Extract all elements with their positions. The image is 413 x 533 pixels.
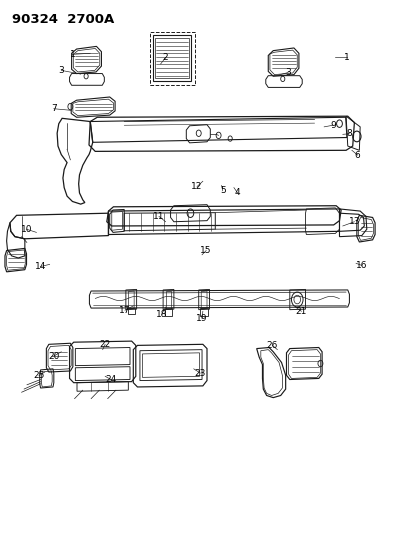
Text: 4: 4 <box>234 189 240 197</box>
Text: 6: 6 <box>354 151 360 159</box>
Text: 3: 3 <box>58 66 64 75</box>
Text: 15: 15 <box>200 246 211 255</box>
Text: 22: 22 <box>99 340 111 349</box>
Bar <box>150 32 194 85</box>
Text: 24: 24 <box>105 375 116 384</box>
Text: 18: 18 <box>155 310 167 319</box>
Text: 25: 25 <box>33 372 45 380</box>
Text: 7: 7 <box>51 104 57 113</box>
Text: 23: 23 <box>194 369 206 377</box>
Text: 8: 8 <box>346 130 351 138</box>
Text: 10: 10 <box>21 225 32 233</box>
Text: 90324  2700A: 90324 2700A <box>12 13 114 26</box>
Text: 16: 16 <box>355 261 367 270</box>
Text: 13: 13 <box>348 217 359 226</box>
Text: 2: 2 <box>162 53 168 62</box>
Text: 20: 20 <box>48 352 59 360</box>
Text: 19: 19 <box>196 314 207 323</box>
Text: 3: 3 <box>285 68 290 77</box>
Text: 17: 17 <box>119 306 131 314</box>
Text: 9: 9 <box>329 121 335 130</box>
Text: 1: 1 <box>343 53 349 61</box>
Text: 21: 21 <box>295 307 306 316</box>
Text: 11: 11 <box>153 212 164 221</box>
Text: 12: 12 <box>191 182 202 191</box>
Text: 14: 14 <box>35 262 46 271</box>
Text: 26: 26 <box>266 341 278 350</box>
Text: 1: 1 <box>69 50 75 59</box>
Text: 5: 5 <box>219 187 225 195</box>
